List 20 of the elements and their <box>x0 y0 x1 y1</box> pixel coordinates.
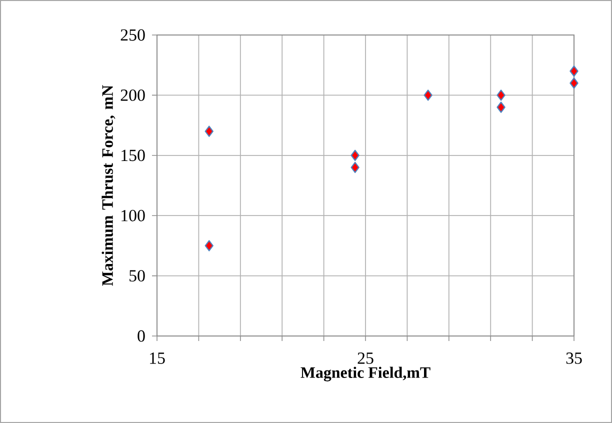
y-tick-label: 250 <box>120 29 145 41</box>
y-tick-label: 0 <box>138 330 145 342</box>
point <box>570 78 578 89</box>
y-tick-label: 100 <box>122 210 145 222</box>
point <box>350 162 360 174</box>
y-tick-label: 50 <box>130 270 145 282</box>
point <box>496 90 506 101</box>
point <box>204 240 214 252</box>
point <box>496 102 506 113</box>
point <box>424 90 432 101</box>
point <box>570 66 578 77</box>
point <box>350 150 360 161</box>
y-tick-label: 150 <box>122 150 145 162</box>
x-tick-label: 15 <box>150 352 165 364</box>
point <box>204 126 214 137</box>
y-tick-label: 200 <box>120 89 145 101</box>
x-tick-label: 35 <box>566 352 582 364</box>
x-tick-label: 25 <box>358 352 374 364</box>
x-axis-title: Magnetic Field,mT <box>300 366 430 382</box>
y-axis-title: Maximum Thrust Force, mN <box>102 85 116 286</box>
